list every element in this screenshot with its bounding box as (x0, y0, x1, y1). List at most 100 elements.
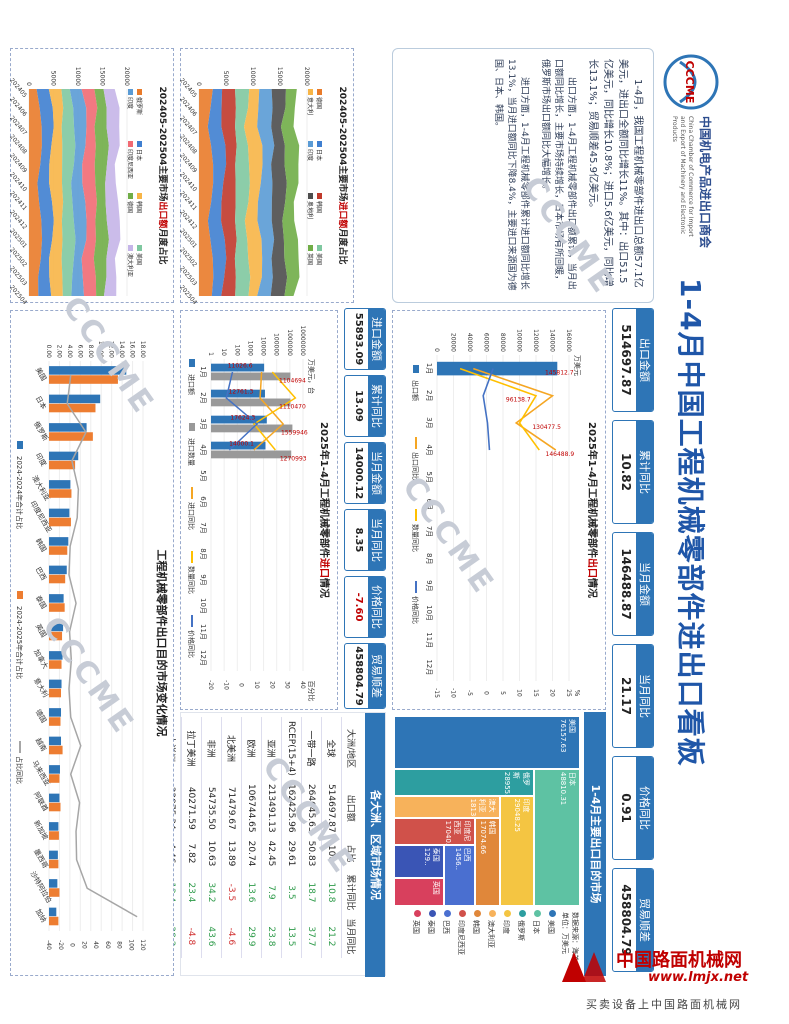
treemap-tile-value: 17074.66 (479, 820, 488, 855)
treemap-legend-item: 巴西 (438, 910, 453, 974)
data-label: 1270993 (280, 455, 307, 462)
bar-market (48, 879, 58, 888)
y-axis-unit: 万美元 (573, 355, 582, 376)
table-cell: 一带一路 (301, 717, 322, 780)
table-cell: 23.8 (261, 914, 282, 959)
bar-market (48, 708, 62, 717)
bar-market (49, 375, 118, 384)
legend-label: 日本 (315, 149, 323, 161)
legend-dot (504, 910, 511, 917)
logo: CCCME (662, 52, 720, 112)
export-chart-title-c: 情况 (586, 577, 597, 598)
kpi-label: 贸易顺差 (368, 644, 385, 708)
series-line (252, 371, 297, 451)
y-tick-label: 100 (233, 345, 240, 357)
legend-swatch (308, 193, 313, 199)
legend-swatch (317, 89, 322, 95)
bar-market (48, 736, 62, 746)
treemap-tile-value: 129.. (423, 847, 432, 866)
legend-swatch (317, 245, 322, 251)
kpi-label: 当月金额 (636, 533, 653, 635)
kpi-value: 55893.09 (353, 312, 364, 366)
legend-label: 美国 (547, 920, 555, 934)
market-change-panel: 工程机械零部件出口目的市场变化情况 0.00 2.00 4.00 6.00 8.00 10… (10, 310, 174, 976)
y2-tick-label: -5 (466, 690, 473, 696)
y2-tick-label: 15 (532, 689, 539, 697)
x-tick-label: 韩国 (34, 537, 49, 554)
x-tick-label: 1月 (199, 366, 207, 377)
kpi-export-price-yoy: 价格同比 0.91 (612, 756, 654, 860)
y2-tick-label: 20 (80, 941, 87, 949)
legend-swatch (413, 365, 419, 373)
data-label: 1110470 (279, 403, 306, 410)
y2-tick-label: 120 (139, 939, 146, 951)
x-tick-label: 5月 (425, 472, 433, 483)
y2-axis-unit: 百分比 (307, 681, 316, 702)
y2-tick-label: 0 (69, 943, 76, 947)
y2-tick-label: 0 (483, 691, 490, 695)
import-share-title-c: 月度占比 (337, 228, 347, 265)
y-tick-label: 10 (220, 348, 227, 356)
y-tick-label: 60000 (483, 333, 490, 352)
legend-label: 占比同比 (15, 756, 24, 784)
x-tick-label: 印度 (34, 451, 49, 468)
logo-text: CCCME (683, 61, 696, 104)
y-tick-label: 14.00 (118, 341, 125, 358)
kpi-label: 当月同比 (636, 645, 653, 747)
legend-swatch (137, 245, 142, 251)
x-tick-label: 8月 (199, 548, 207, 559)
legend-label: 进口额 (187, 374, 196, 395)
bar-market (49, 423, 87, 432)
export-treemap: 美国 76157.63 日本 48810.31 俄罗斯 28955.1 印度 29048.25… (394, 716, 580, 906)
table-cell: -4.8 (181, 914, 202, 959)
treemap-tile-value: 48810.31 (559, 771, 567, 806)
table-cell: 23.4 (181, 870, 202, 915)
bar-market (49, 517, 71, 527)
import-share-chart: 0 5000 10000 15000 2000020240520240620240720… (179, 67, 323, 304)
y-tick-label: 120000 (532, 329, 539, 352)
bar-market (48, 774, 60, 783)
treemap-legend-item: 印度尼西亚 (453, 910, 468, 974)
bar-market (49, 451, 79, 461)
y-tick-label: 10000 (74, 67, 81, 86)
kpi-export-month: 当月金额 146488.87 (612, 532, 654, 636)
data-label: 130477.5 (532, 424, 561, 431)
bar-import-qty (210, 450, 292, 459)
x-tick-label: 美国 (34, 366, 49, 383)
x-tick-label: 泰国 (34, 594, 49, 611)
legend-label: 印度 (306, 149, 314, 161)
legend-label: 美国 (315, 253, 323, 265)
import-chart-title-c: 情况 (318, 577, 329, 598)
kpi-import-cum-yoy: 累计同比 13.09 (344, 375, 386, 437)
legend-label: 巴西 (442, 920, 450, 934)
y-tick-label: 10000 (260, 337, 267, 356)
data-label: 1559946 (281, 429, 308, 436)
kpi-import-price-yoy: 价格同比 -7.60 (344, 576, 386, 638)
treemap-tile-name: 韩国 (488, 820, 497, 835)
area-series (61, 89, 76, 296)
kpi-value: 14000.12 (353, 446, 364, 500)
x-tick-label: 5月 (199, 470, 207, 481)
x-tick-label: 7月 (199, 522, 207, 533)
legend-label: 泰国 (427, 920, 435, 934)
legend-label: 数量同比 (411, 524, 420, 552)
series-line (482, 368, 494, 451)
x-tick-label: 12月 (199, 650, 207, 666)
legend-dot (534, 910, 541, 917)
legend-label: 价格同比 (187, 630, 196, 658)
legend-dot (519, 910, 526, 917)
treemap-tile-value: 1456.. (454, 847, 463, 871)
x-tick-label: 马来西亚 (30, 759, 51, 787)
kpi-value: 8.35 (353, 527, 364, 553)
treemap-tile-name: 印度尼西亚 (453, 820, 472, 842)
legend-dot (444, 910, 451, 917)
kpi-label: 累计同比 (368, 376, 385, 436)
export-chart-title: 2025年1-4月工程机械零部件出口情况 (586, 311, 601, 709)
treemap-tile: 韩国 17074.66 (475, 817, 501, 906)
table-row: 欧洲 106744.65 20.74 13.6 29.9 (241, 717, 262, 959)
import-share-title-a: 202405-202504主要市场 (337, 86, 347, 202)
bar-market (49, 574, 66, 584)
x-tick-label: 202504 (9, 284, 28, 304)
